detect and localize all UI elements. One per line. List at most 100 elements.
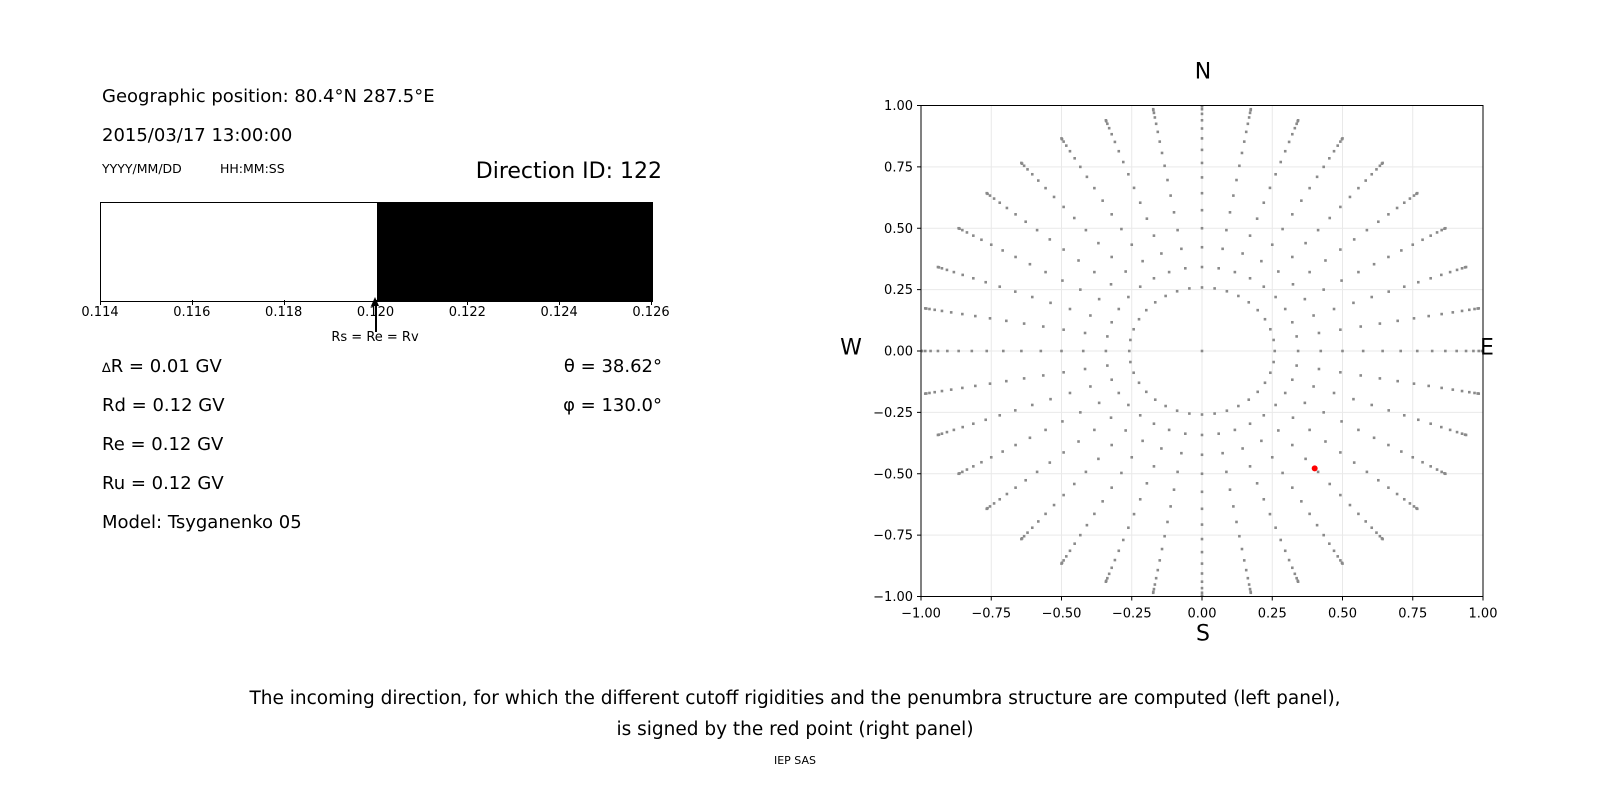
scatter-point xyxy=(1340,279,1343,282)
scatter-point xyxy=(1268,186,1272,190)
scatter-point xyxy=(1460,309,1464,313)
scatter-point xyxy=(1106,576,1109,580)
scatter-point xyxy=(1200,137,1204,140)
scatter-point xyxy=(972,234,975,237)
scatter-point xyxy=(1137,317,1141,321)
scatter-point xyxy=(1293,126,1297,130)
scatter-point xyxy=(1048,461,1052,464)
scatter-point xyxy=(1064,144,1068,147)
scatter-point xyxy=(1262,414,1266,417)
scatter-point xyxy=(1041,325,1045,328)
scatter-point xyxy=(1317,331,1321,335)
scatter-point xyxy=(1024,220,1027,224)
scatter-point xyxy=(1291,378,1294,382)
scatter-point xyxy=(1451,311,1455,314)
scatter-point xyxy=(1153,116,1157,119)
scatter-point xyxy=(1233,428,1237,432)
scatter-point xyxy=(1093,428,1096,432)
scatter-point xyxy=(1304,457,1307,461)
scatter-point xyxy=(1287,140,1291,144)
scatter-point xyxy=(1137,381,1141,385)
scatter-point xyxy=(1237,404,1240,408)
scatter-point xyxy=(1291,283,1295,286)
scatter-point xyxy=(1093,512,1096,516)
scatter-point xyxy=(1106,364,1109,367)
scatter-point xyxy=(1127,349,1131,353)
scatter-point xyxy=(921,349,923,353)
scatter-point xyxy=(974,384,977,388)
scatter-point xyxy=(1151,591,1155,595)
scatter-point xyxy=(1158,140,1162,143)
scatter-point xyxy=(1036,520,1040,523)
scatter-point xyxy=(988,194,992,197)
scatter-point xyxy=(1281,471,1284,475)
scatter-point xyxy=(1375,168,1378,171)
y-axis-tick-label: −0.75 xyxy=(873,529,913,544)
scatter-point xyxy=(1460,267,1464,270)
scatter-point xyxy=(961,312,964,316)
scatter-point xyxy=(1077,440,1080,443)
scatter-point xyxy=(1352,238,1356,241)
scatter-point xyxy=(1117,149,1121,153)
scatter-point xyxy=(1152,465,1156,468)
scatter-point xyxy=(1244,568,1248,572)
scatter-point xyxy=(1089,385,1092,388)
scatter-point xyxy=(1030,403,1034,407)
scatter-point xyxy=(1300,500,1303,503)
scatter-point xyxy=(1295,576,1298,580)
scatter-point xyxy=(1200,591,1204,595)
scatter-point xyxy=(933,390,936,394)
scatter-point xyxy=(1160,151,1164,155)
scatter-point xyxy=(1402,285,1406,288)
scatter-point xyxy=(989,456,993,459)
scatter-point xyxy=(985,349,989,353)
bar-axis-tick-label: 0.118 xyxy=(265,305,303,320)
scatter-point xyxy=(1120,227,1123,231)
scatter-point xyxy=(957,349,960,353)
scatter-point xyxy=(1200,127,1204,130)
scatter-point xyxy=(1241,252,1244,255)
scatter-point xyxy=(1013,409,1017,412)
scatter-point xyxy=(1113,558,1117,562)
scatter-point xyxy=(1225,228,1228,232)
scatter-point xyxy=(1412,382,1416,385)
scatter-point xyxy=(1200,148,1204,152)
scatter-point xyxy=(989,243,993,246)
scatter-point xyxy=(1110,566,1113,570)
scatter-point xyxy=(1248,587,1252,591)
scatter-point xyxy=(1247,583,1251,586)
scatter-point xyxy=(1200,580,1204,583)
scatter-point xyxy=(1060,349,1063,353)
scatter-point xyxy=(1061,279,1064,282)
y-axis-tick-label: −0.25 xyxy=(873,406,913,421)
scatter-point xyxy=(1200,490,1204,494)
scatter-point xyxy=(1079,411,1082,414)
scatter-point xyxy=(1144,390,1148,394)
scatter-point xyxy=(1005,319,1008,323)
x-axis-tick-label: 0.25 xyxy=(1258,607,1287,622)
scatter-point xyxy=(1417,418,1420,422)
scatter-point xyxy=(949,388,953,391)
scatter-point xyxy=(1322,288,1325,291)
scatter-point xyxy=(1163,164,1166,168)
scatter-point xyxy=(1440,312,1443,316)
scatter-point xyxy=(1370,172,1374,176)
x-axis-tick-label: 0.00 xyxy=(1188,607,1217,622)
scatter-point xyxy=(1274,295,1277,299)
scatter-point xyxy=(1274,526,1277,530)
scatter-point xyxy=(1242,140,1246,143)
scatter-point xyxy=(1084,470,1088,474)
scatter-point xyxy=(1110,320,1113,324)
scatter-point xyxy=(1248,234,1252,237)
scatter-point xyxy=(1022,164,1026,168)
scatter-point xyxy=(952,428,956,432)
scatter-point xyxy=(1030,526,1034,530)
scatter-point xyxy=(985,191,989,195)
scatter-point xyxy=(1241,447,1244,450)
scatter-point xyxy=(1014,255,1017,259)
direction-plot: −1.00 −0.75 −0.50 −0.25 0.00 0.25 0.50 0.75 1.00… xyxy=(873,99,1497,622)
scatter-point xyxy=(1370,526,1374,530)
scatter-point xyxy=(1129,360,1132,364)
scatter-point xyxy=(1336,144,1340,147)
